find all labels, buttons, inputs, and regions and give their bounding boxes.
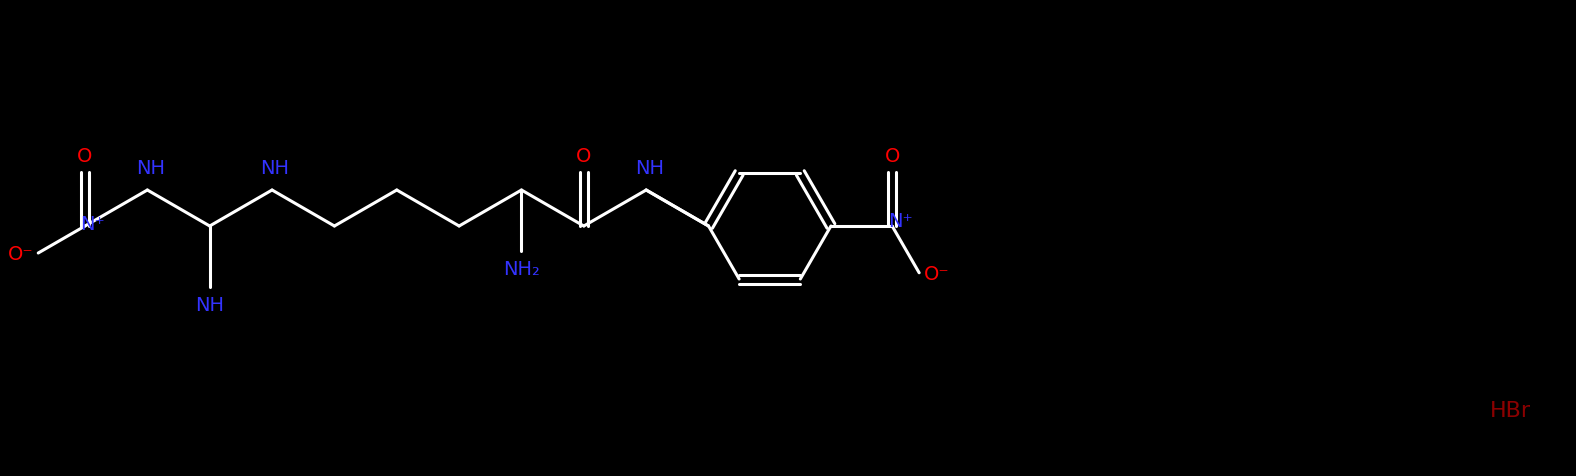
Text: NH: NH	[136, 159, 165, 178]
Text: O: O	[77, 148, 93, 167]
Text: N⁺: N⁺	[887, 211, 913, 230]
Text: NH: NH	[260, 159, 290, 178]
Text: NH: NH	[195, 296, 224, 315]
Text: N⁺: N⁺	[80, 215, 106, 234]
Text: O: O	[577, 148, 591, 167]
Text: NH₂: NH₂	[503, 260, 541, 279]
Text: HBr: HBr	[1489, 401, 1530, 421]
Text: O⁻: O⁻	[8, 246, 33, 265]
Text: O⁻: O⁻	[925, 265, 950, 284]
Text: O: O	[884, 148, 900, 167]
Text: NH: NH	[635, 159, 663, 178]
